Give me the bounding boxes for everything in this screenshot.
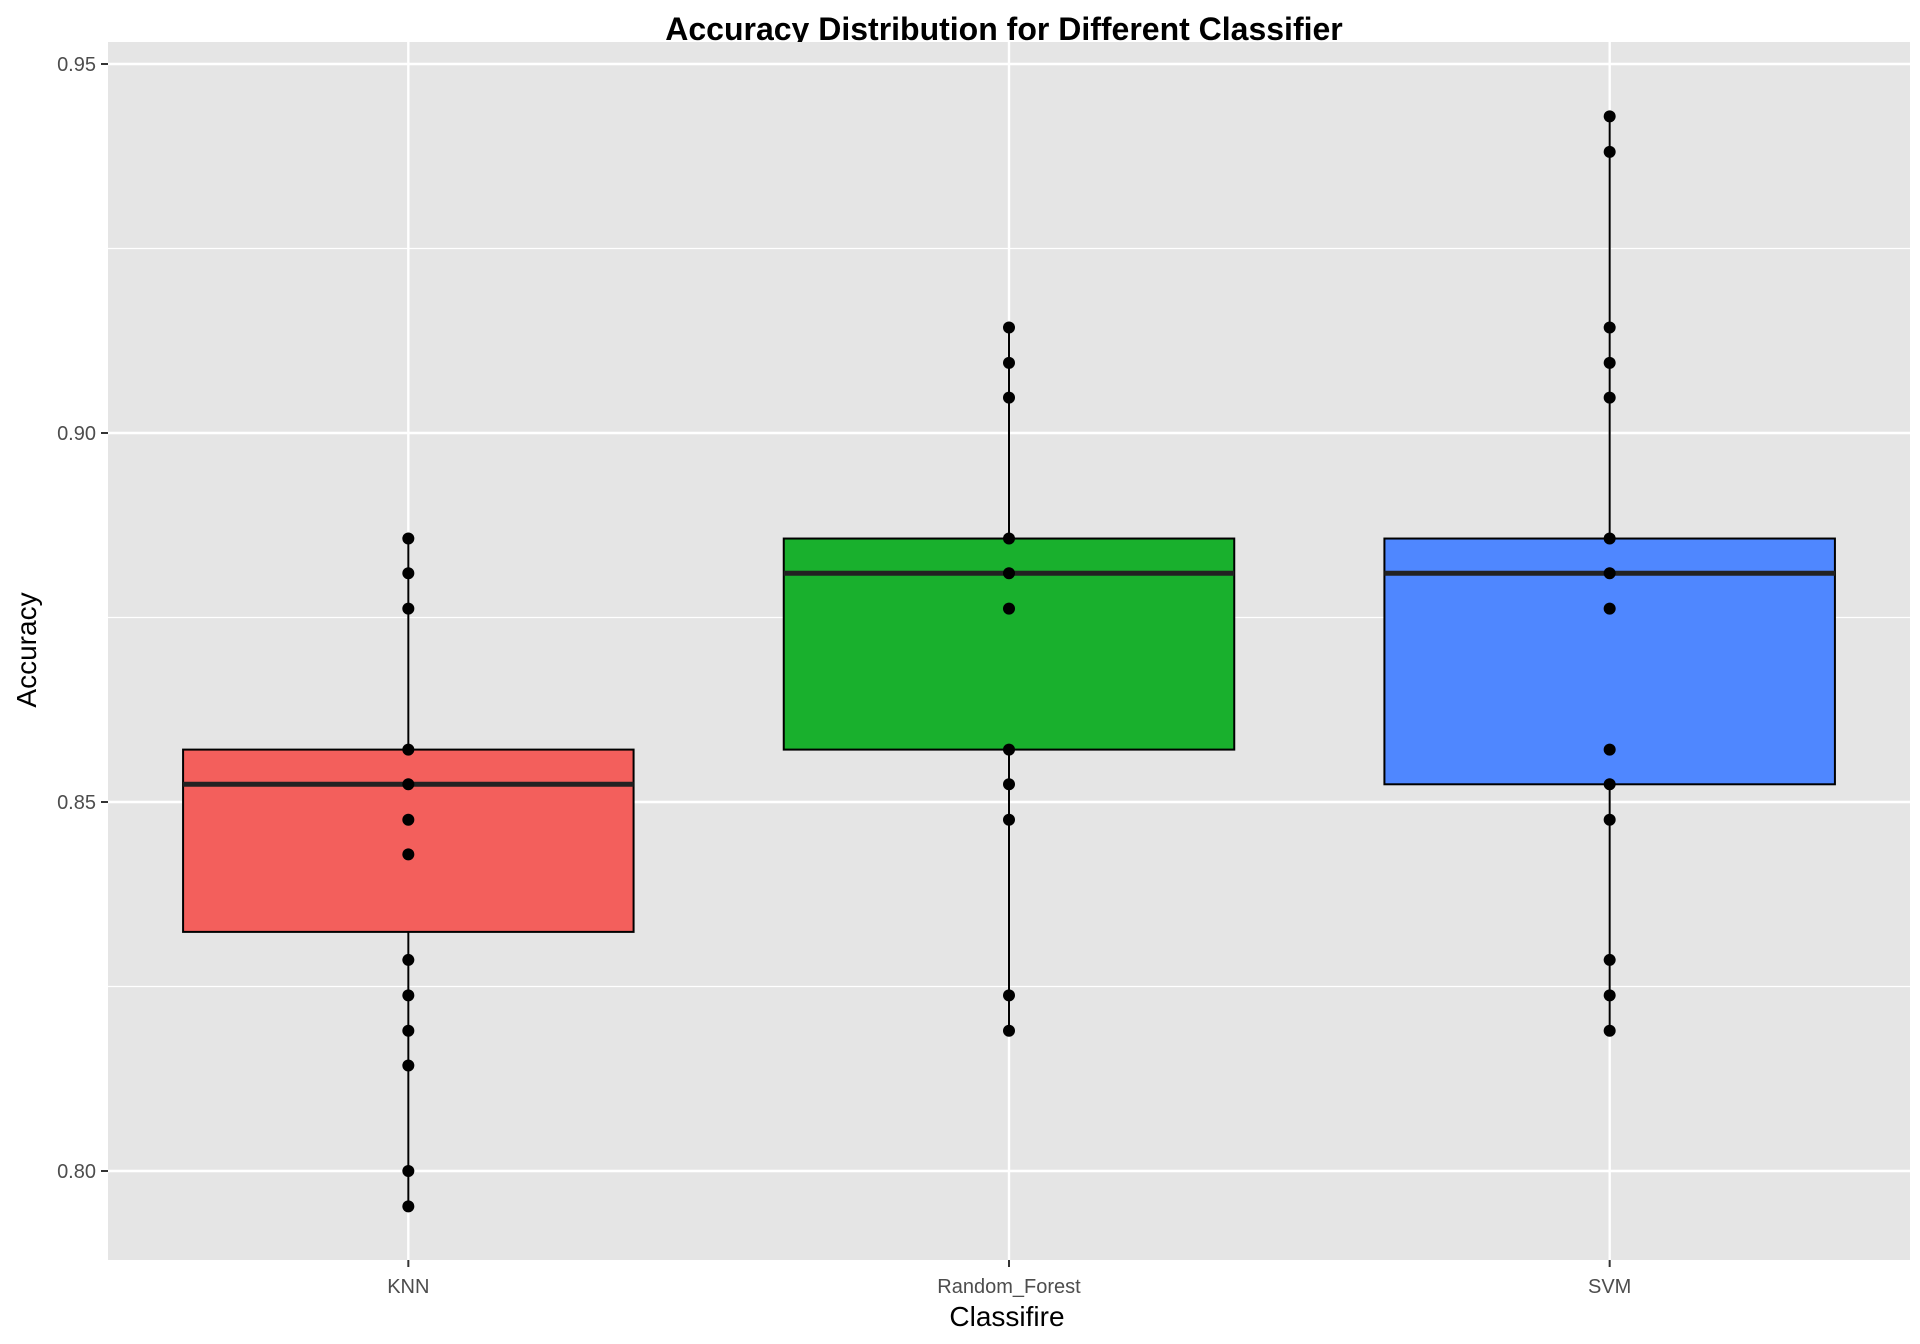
data-point xyxy=(1003,1024,1015,1037)
data-point xyxy=(1603,321,1616,334)
axes: 0.80 0.85 0.90 0.95 KNN Random_Forest SVM xyxy=(57,54,1631,1298)
box-svm xyxy=(1383,537,1836,786)
boxes xyxy=(182,116,1836,1207)
data-point xyxy=(402,1059,415,1072)
data-point xyxy=(402,953,415,966)
data-point xyxy=(1003,391,1015,404)
data-point xyxy=(402,602,415,615)
y-tick-label: 0.80 xyxy=(57,1161,96,1183)
y-axis-title: Accuracy xyxy=(11,592,42,707)
data-point xyxy=(1603,813,1616,826)
x-axis-title: Classifire xyxy=(949,1301,1064,1332)
data-point xyxy=(1003,321,1015,334)
data-point xyxy=(1603,391,1616,404)
data-point xyxy=(402,848,415,861)
data-point xyxy=(1603,778,1616,791)
data-point xyxy=(1603,1024,1616,1037)
x-tick-label: KNN xyxy=(387,1276,429,1298)
data-point xyxy=(402,567,415,580)
data-point xyxy=(402,813,415,826)
data-point xyxy=(1003,356,1015,369)
data-point xyxy=(1003,989,1015,1002)
data-point xyxy=(1003,778,1015,791)
y-tick-label: 0.90 xyxy=(57,423,96,445)
data-point xyxy=(1603,953,1616,966)
data-point xyxy=(1603,110,1616,123)
data-point xyxy=(402,532,415,545)
y-tick-label: 0.95 xyxy=(57,54,96,76)
data-point xyxy=(402,743,415,756)
data-point xyxy=(1603,567,1616,580)
data-point xyxy=(402,1200,415,1213)
chart-title: Accuracy Distribution for Different Clas… xyxy=(665,11,1342,47)
data-point xyxy=(1003,532,1015,545)
data-point xyxy=(402,1165,415,1177)
data-point xyxy=(1003,743,1015,756)
data-point xyxy=(402,989,415,1002)
data-point xyxy=(1603,743,1616,756)
x-tick-label: SVM xyxy=(1588,1276,1631,1298)
box-knn xyxy=(182,748,635,933)
data-point xyxy=(402,1024,415,1037)
data-point xyxy=(1603,532,1616,545)
data-points xyxy=(402,110,1616,1213)
data-point xyxy=(402,778,415,791)
data-point xyxy=(1603,356,1616,369)
data-point xyxy=(1003,567,1015,580)
data-point xyxy=(1603,989,1616,1002)
data-point xyxy=(1603,602,1616,615)
y-tick-label: 0.85 xyxy=(57,792,96,814)
data-point xyxy=(1003,813,1015,826)
x-tick-label: Random_Forest xyxy=(937,1276,1081,1298)
data-point xyxy=(1003,602,1015,615)
data-point xyxy=(1603,145,1616,158)
